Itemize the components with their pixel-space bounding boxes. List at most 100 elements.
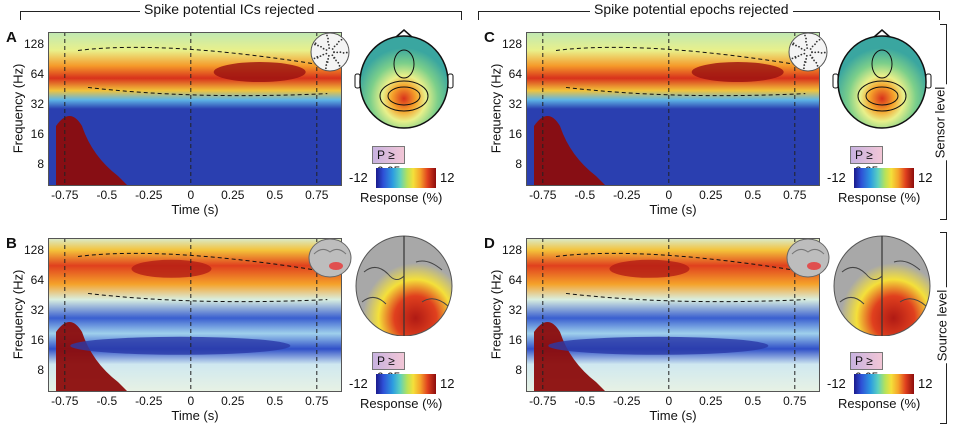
panel-b-ytick: 32 — [30, 303, 44, 317]
panel-c-xlabel: Time (s) — [649, 202, 697, 217]
panel-b-colorbar-min: -12 — [349, 376, 368, 391]
panel-d-gamma-peak — [609, 259, 690, 278]
panel-a-xtick: -0.25 — [135, 188, 163, 202]
panel-c-xtick: -0.5 — [574, 188, 596, 202]
panel-a-sensor-layout-icon — [310, 32, 350, 72]
panel-a-ytick: 8 — [37, 157, 44, 171]
panel-d-ytick: 8 — [515, 363, 522, 377]
panel-d-brain-render — [833, 235, 931, 336]
panel-b-ytick: 128 — [23, 243, 44, 257]
panel-a-xtick: -0.75 — [51, 188, 79, 202]
panel-a-xtick: -0.5 — [96, 188, 118, 202]
panel-a-colorbar-max: 12 — [440, 170, 455, 185]
panel-c-contour-2 — [565, 86, 806, 97]
panel-c-colorbar-max: 12 — [918, 170, 933, 185]
panel-c-xtick: 0.25 — [699, 188, 723, 202]
panel-b-ytick: 16 — [30, 333, 44, 347]
panel-d-ytick: 32 — [508, 303, 522, 317]
panel-b-xtick: 0 — [187, 394, 195, 408]
panel-a-xtick: 0.25 — [221, 188, 245, 202]
panel-b-ytick: 8 — [37, 363, 44, 377]
panel-c-ytick: 32 — [508, 97, 522, 111]
panel-d-colorbar-gradient — [854, 374, 914, 394]
panel-c-xtick: -0.75 — [529, 188, 557, 202]
panel-c-xtick: 0.75 — [783, 188, 807, 202]
panel-d-xtick: 0.75 — [783, 394, 807, 408]
panel-c-topography-map — [832, 29, 932, 129]
panel-b-colorbar-max: 12 — [440, 376, 455, 391]
panel-b-significance-badge: P ≥ 0.05 — [372, 352, 406, 384]
panel-a-ytick: 32 — [30, 97, 44, 111]
panel-b-gamma-peak — [131, 259, 212, 278]
panel-b-brain-render — [355, 235, 453, 336]
panel-c-heatmap — [526, 32, 820, 186]
panel-a-contour — [77, 46, 328, 67]
panel-c-xtick: -0.25 — [613, 188, 641, 202]
panel-a-xlabel: Time (s) — [171, 202, 219, 217]
panel-d-contour-2 — [565, 292, 806, 303]
header-right: Spike potential epochs rejected — [478, 0, 940, 22]
panel-d-ytick: 64 — [508, 273, 522, 287]
panel-a-frame — [48, 32, 342, 186]
panel-d-letter: D — [484, 235, 495, 252]
panel-a-xtick: 0.5 — [266, 188, 284, 202]
panel-a-colorbar-min: -12 — [349, 170, 368, 185]
panel-d-xlabel: Time (s) — [649, 408, 697, 423]
panel-c-ytick: 8 — [515, 157, 522, 171]
panel-d-significance-badge: P ≥ 0.05 — [850, 352, 884, 384]
panel-b-beta-trough — [70, 336, 291, 355]
panel-a-heatmap — [48, 32, 342, 186]
panel-d-colorbar-max: 12 — [918, 376, 933, 391]
panel-c-colorbar-min: -12 — [827, 170, 846, 185]
panel-b-brain-thumbnail-icon — [308, 238, 352, 278]
panel-c-xtick: 0 — [665, 188, 673, 202]
panel-a-xtick: 0.75 — [305, 188, 329, 202]
panel-d-beta-trough — [548, 336, 769, 355]
panel-b-xlabel: Time (s) — [171, 408, 219, 423]
panel-d-xtick: -0.75 — [529, 394, 557, 408]
panel-c-colorbar-gradient — [854, 168, 914, 188]
source-level-label: Source level — [934, 287, 950, 364]
panel-a-gamma-peak — [213, 62, 306, 83]
panel-d-xtick: -0.5 — [574, 394, 596, 408]
panel-d-ytick: 128 — [501, 243, 522, 257]
panel-b-colorbar-gradient — [376, 374, 436, 394]
panel-b-xtick: 0.5 — [266, 394, 284, 408]
panel-b-xtick: -0.75 — [51, 394, 79, 408]
panel-d-brain-thumbnail-icon — [786, 238, 830, 278]
panel-c-frame — [526, 32, 820, 186]
panel-d-xtick: 0.5 — [744, 394, 762, 408]
sensor-level-label: Sensor level — [932, 84, 948, 161]
panel-c-onset-blob — [534, 116, 606, 186]
header-left: Spike potential ICs rejected — [20, 0, 462, 22]
panel-d-contour — [555, 252, 806, 273]
panel-a-letter: A — [6, 29, 17, 46]
panel-a-significance-badge: P ≥ 0.05 — [372, 146, 406, 178]
panel-d-ytick: 16 — [508, 333, 522, 347]
panel-d-colorbar-min: -12 — [827, 376, 846, 391]
panel-b-letter: B — [6, 235, 17, 252]
panel-c-gamma-peak — [691, 62, 784, 83]
panel-b-onset-blob — [56, 322, 128, 392]
panel-c-sensor-layout-icon — [788, 32, 828, 72]
panel-a-ytick: 64 — [30, 67, 44, 81]
panel-d-heatmap — [526, 238, 820, 392]
panel-b-xtick: 0.75 — [305, 394, 329, 408]
panel-c-ytick: 64 — [508, 67, 522, 81]
panel-b-xtick: -0.25 — [135, 394, 163, 408]
panel-c-ytick: 128 — [501, 37, 522, 51]
header-right-label: Spike potential epochs rejected — [590, 1, 793, 17]
panel-b-xtick: -0.5 — [96, 394, 118, 408]
panel-b-contour-2 — [87, 292, 328, 303]
panel-a-colorbar-gradient — [376, 168, 436, 188]
panel-a-topography-map — [354, 29, 454, 129]
panel-c-ytick: 16 — [508, 127, 522, 141]
panel-d-xtick: 0.25 — [699, 394, 723, 408]
panel-a-ytick: 128 — [23, 37, 44, 51]
panel-c-letter: C — [484, 29, 495, 46]
header-left-label: Spike potential ICs rejected — [140, 1, 319, 17]
panel-d-frame — [526, 238, 820, 392]
panel-b-frame — [48, 238, 342, 392]
panel-a-contour-2 — [87, 86, 328, 97]
panel-d-onset-blob — [534, 322, 606, 392]
